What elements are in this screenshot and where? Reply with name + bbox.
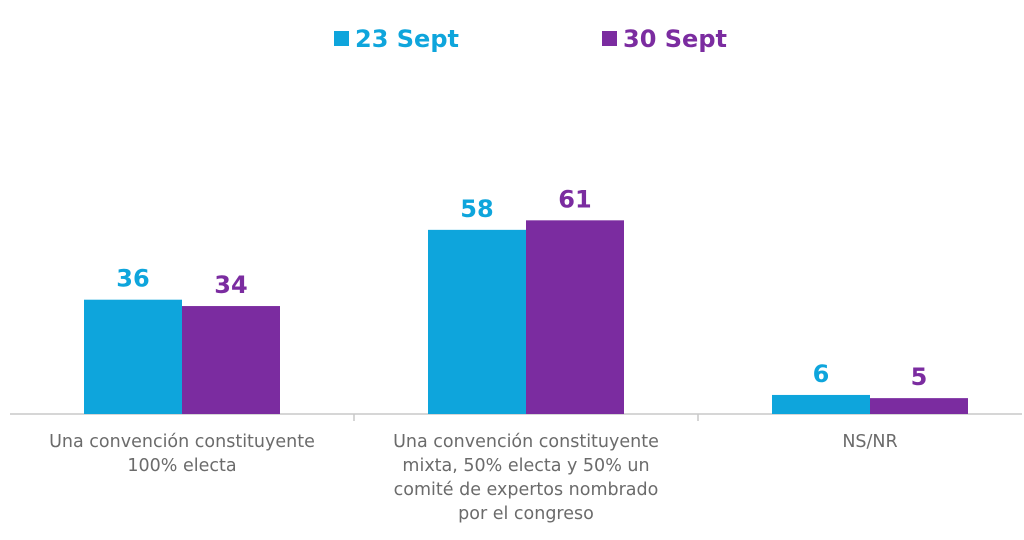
value-label-30-sept-cat-2: 61 [558,185,591,213]
legend-swatch-23-sept [334,31,349,46]
bar-23-sept-cat-2 [428,229,526,414]
category-labels: Una convención constituyente 100% electaU… [49,432,898,524]
bar-30-sept-cat-3 [870,398,968,414]
category-label-3: NS/NR [842,432,897,452]
category-label-line: Una convención constituyente [49,432,315,452]
category-label-line: por el congreso [458,504,594,524]
value-label-23-sept-cat-1: 36 [116,265,149,293]
value-label-23-sept-cat-3: 6 [813,360,830,388]
x-axis [10,413,1022,421]
legend-swatch-30-sept [602,31,617,46]
category-label-line: 100% electa [127,456,236,476]
legend-label-30-sept: 30 Sept [623,25,727,53]
category-label-1: Una convención constituyente 100% electa [49,432,315,476]
category-label-line: mixta, 50% electa y 50% un [402,456,649,476]
bar-30-sept-cat-1 [182,306,280,414]
value-labels: 36 58 6 34 61 5 [116,185,927,391]
bars [84,220,968,414]
category-label-line: Una convención constituyente [393,432,659,452]
legend-label-23-sept: 23 Sept [355,25,459,53]
value-label-30-sept-cat-1: 34 [214,271,247,299]
bar-23-sept-cat-1 [84,299,182,414]
value-label-23-sept-cat-2: 58 [460,195,493,223]
category-label-2: Una convención constituyente mixta, 50% e… [393,432,659,524]
legend: 23 Sept 30 Sept [334,25,727,53]
bar-23-sept-cat-3 [772,394,870,414]
value-label-30-sept-cat-3: 5 [911,363,928,391]
category-label-line: NS/NR [842,432,897,452]
category-label-line: comité de expertos nombrado [394,480,659,500]
bar-30-sept-cat-2 [526,220,624,414]
